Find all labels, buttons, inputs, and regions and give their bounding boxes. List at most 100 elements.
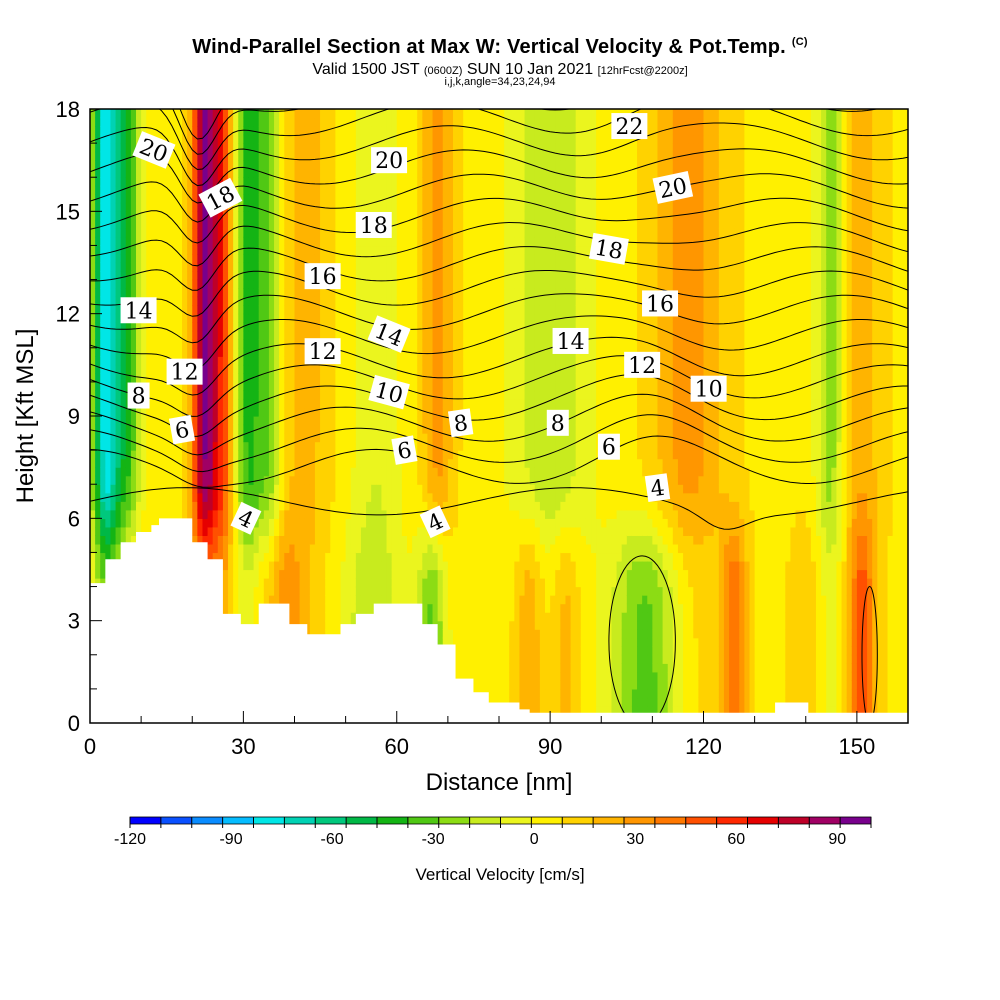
velocity-cell — [417, 126, 423, 136]
velocity-cell — [182, 168, 188, 178]
velocity-cell — [366, 603, 372, 613]
velocity-cell — [335, 330, 342, 340]
velocity-cell — [284, 364, 290, 374]
velocity-cell — [253, 407, 260, 417]
velocity-cell — [100, 492, 106, 502]
velocity-cell — [243, 211, 250, 221]
velocity-cell — [355, 253, 362, 264]
velocity-cell — [350, 177, 357, 187]
velocity-cell — [412, 279, 418, 289]
velocity-cell — [263, 160, 270, 170]
velocity-cell — [136, 117, 142, 127]
velocity-cell — [176, 313, 183, 323]
velocity-cell — [330, 390, 336, 400]
velocity-cell — [243, 194, 250, 204]
velocity-cell — [335, 117, 342, 127]
velocity-cell — [233, 288, 239, 298]
velocity-cell — [355, 151, 362, 161]
velocity-cell — [238, 612, 244, 622]
velocity-cell — [125, 228, 132, 238]
velocity-cell — [248, 288, 255, 298]
velocity-cell — [340, 228, 347, 238]
velocity-cell — [176, 467, 183, 477]
velocity-cell — [320, 134, 326, 144]
velocity-cell — [115, 313, 122, 323]
velocity-cell — [105, 433, 112, 443]
velocity-cell — [381, 424, 388, 434]
velocity-cell — [314, 629, 321, 639]
velocity-cell — [330, 134, 336, 144]
velocity-cell — [110, 552, 117, 562]
velocity-cell — [386, 373, 393, 383]
velocity-cell — [192, 194, 198, 204]
velocity-cell — [253, 492, 260, 502]
velocity-cell — [386, 560, 393, 571]
velocity-cell — [263, 595, 270, 605]
velocity-cell — [248, 322, 255, 332]
velocity-cell — [151, 211, 158, 221]
velocity-cell — [90, 160, 96, 170]
velocity-cell — [248, 595, 255, 605]
velocity-cell — [381, 109, 388, 119]
velocity-cell — [176, 288, 183, 298]
velocity-cell — [401, 288, 408, 298]
velocity-cell — [325, 398, 331, 409]
velocity-cell — [136, 126, 142, 136]
velocity-cell — [263, 475, 270, 485]
velocity-cell — [355, 313, 362, 323]
velocity-cell — [325, 117, 331, 127]
velocity-cell — [299, 543, 306, 554]
velocity-cell — [120, 492, 127, 502]
velocity-cell — [263, 194, 270, 204]
velocity-cell — [110, 484, 117, 494]
velocity-cell — [335, 168, 342, 178]
velocity-cell — [100, 245, 106, 255]
velocity-cell — [360, 526, 367, 536]
velocity-cell — [125, 364, 132, 374]
velocity-cell — [406, 595, 413, 605]
velocity-cell — [350, 313, 357, 323]
velocity-cell — [141, 288, 147, 298]
velocity-cell — [406, 390, 413, 400]
velocity-cell — [279, 194, 285, 204]
velocity-cell — [130, 143, 137, 153]
velocity-cell — [422, 552, 429, 562]
velocity-cell — [406, 416, 413, 426]
velocity-cell — [289, 501, 296, 511]
velocity-cell — [125, 450, 132, 460]
velocity-cell — [120, 424, 127, 434]
velocity-cell — [422, 433, 429, 443]
velocity-cell — [274, 279, 280, 289]
velocity-cell — [233, 279, 239, 289]
velocity-cell — [396, 492, 403, 502]
velocity-cell — [130, 364, 137, 374]
velocity-cell — [105, 202, 112, 212]
velocity-cell — [136, 109, 142, 119]
velocity-cell — [268, 296, 275, 306]
velocity-cell — [427, 236, 434, 247]
velocity-cell — [243, 262, 250, 272]
velocity-cell — [355, 109, 362, 119]
velocity-cell — [299, 151, 306, 161]
velocity-cell — [386, 578, 393, 588]
velocity-cell — [110, 160, 117, 170]
velocity-cell — [437, 467, 444, 477]
velocity-cell — [442, 586, 449, 596]
velocity-cell — [427, 219, 434, 229]
velocity-cell — [197, 194, 204, 204]
velocity-cell — [248, 262, 255, 272]
velocity-cell — [263, 143, 270, 153]
velocity-cell — [366, 168, 372, 178]
velocity-cell — [366, 484, 372, 494]
velocity-cell — [320, 560, 326, 571]
velocity-cell — [427, 262, 434, 272]
velocity-cell — [187, 109, 193, 119]
velocity-cell — [125, 117, 132, 127]
velocity-cell — [355, 518, 362, 528]
velocity-cell — [171, 228, 178, 238]
velocity-cell — [391, 543, 398, 554]
velocity-cell — [432, 339, 439, 349]
velocity-cell — [391, 356, 398, 366]
velocity-cell — [417, 501, 423, 511]
velocity-cell — [289, 484, 296, 494]
